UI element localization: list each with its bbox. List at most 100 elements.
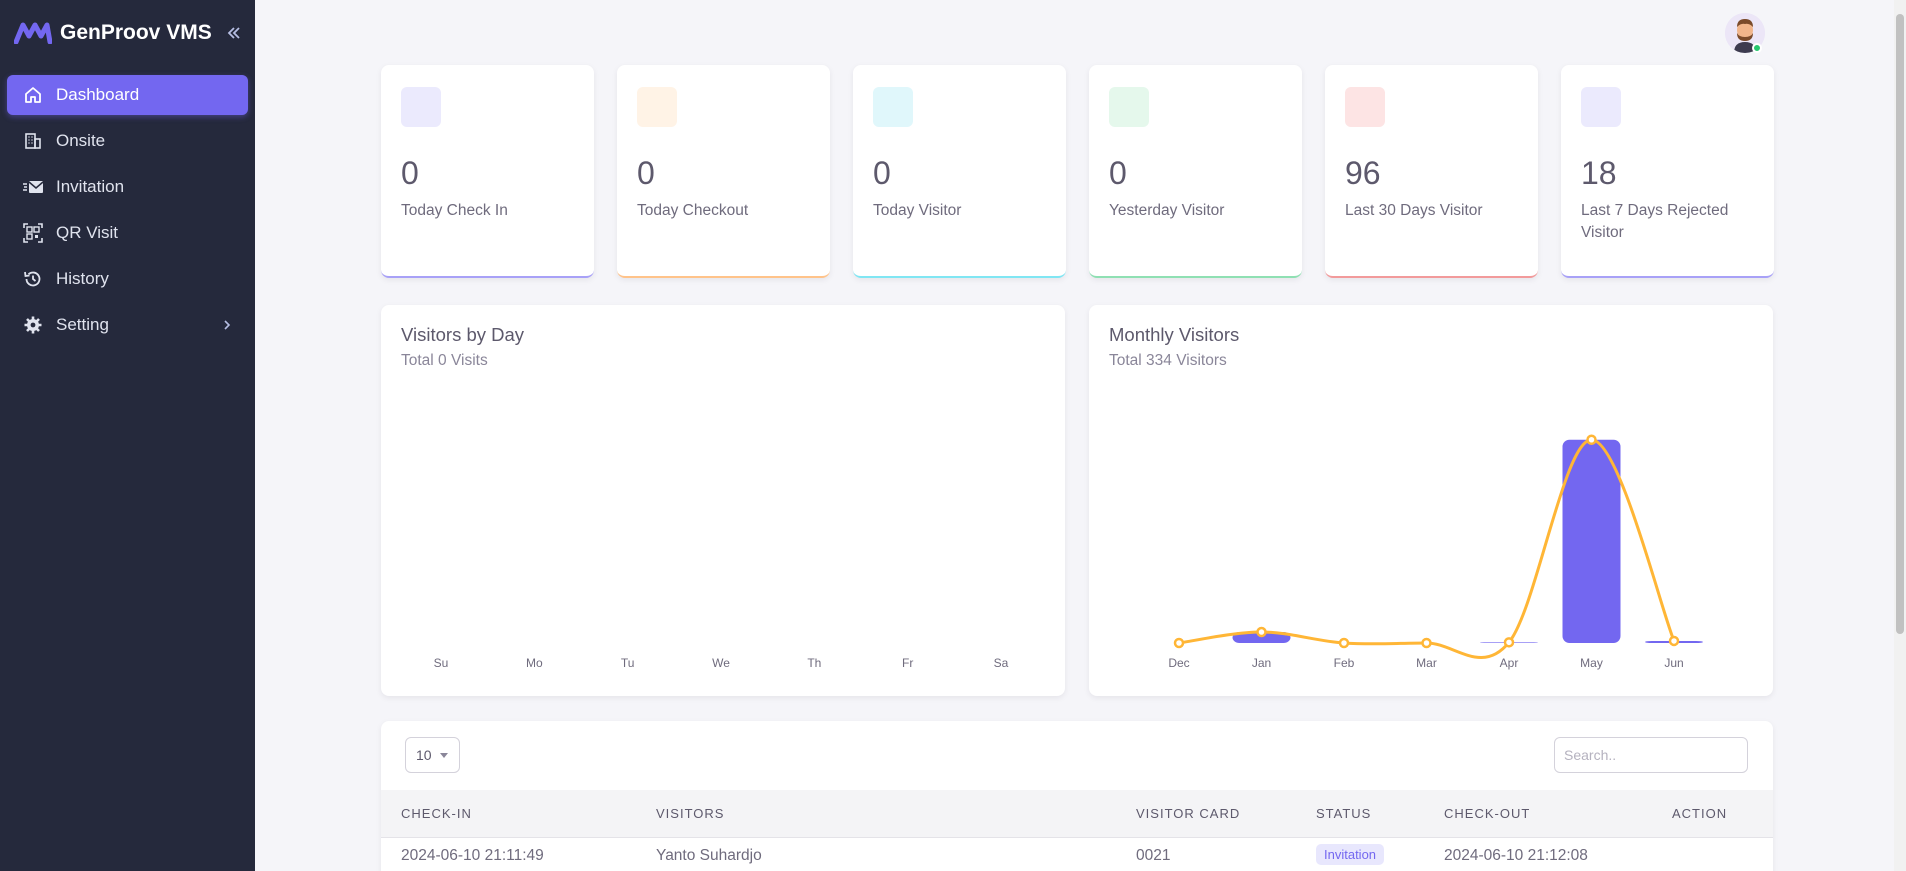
- chart-title: Visitors by Day: [401, 324, 525, 345]
- check-in-cell: 2024-06-10 21:11:49: [401, 847, 544, 864]
- search-input[interactable]: [1554, 737, 1748, 773]
- x-tick-label: Fr: [902, 656, 913, 670]
- logo-icon: [14, 22, 52, 44]
- x-tick-label: Sa: [994, 656, 1009, 670]
- stat-value: 0: [1109, 155, 1127, 191]
- home-icon: [22, 84, 44, 106]
- chart-subtitle: Total 0 Visits: [401, 352, 488, 369]
- column-header[interactable]: STATUS: [1316, 806, 1372, 821]
- stat-icon: [401, 87, 441, 127]
- chart-title: Monthly Visitors: [1109, 324, 1240, 345]
- status-badge: Invitation: [1316, 844, 1385, 865]
- sidebar-item-label: Onsite: [56, 131, 106, 150]
- stat-label: Today Check In: [401, 202, 508, 219]
- collapse-sidebar-icon[interactable]: [226, 25, 242, 41]
- x-tick-label: Dec: [1168, 656, 1189, 670]
- page-size-select[interactable]: 10: [405, 737, 460, 773]
- page-size-value: 10: [416, 747, 432, 763]
- stat-icon: [637, 87, 677, 127]
- bar: [1232, 632, 1291, 643]
- line-point: [1421, 637, 1432, 649]
- sidebar-item-history[interactable]: History: [7, 259, 248, 299]
- sidebar-item-label: QR Visit: [56, 223, 119, 242]
- stat-label: Last 30 Days Visitor: [1345, 202, 1483, 219]
- chart-subtitle: Total 334 Visitors: [1109, 352, 1227, 369]
- scrollbar-thumb[interactable]: [1896, 14, 1904, 634]
- sidebar-item-setting[interactable]: Setting: [7, 305, 248, 345]
- column-header[interactable]: CHECK-IN: [401, 806, 472, 821]
- stat-label: Last 7 Days Rejected Visitor: [1581, 202, 1729, 241]
- x-tick-label: We: [712, 656, 730, 670]
- stat-icon: [1345, 87, 1385, 127]
- visitors-by-day-card: Visitors by Day Total 0 Visits Su Mo Tu We T…: [381, 305, 1065, 696]
- sidebar-item-dashboard[interactable]: Dashboard: [7, 75, 248, 115]
- building-icon: [22, 130, 44, 152]
- table-row: 2024-06-10 21:11:49 Yanto Suhardjo 0021 …: [381, 839, 1773, 871]
- column-header: ACTION: [1672, 806, 1728, 821]
- stat-value: 18: [1581, 155, 1617, 191]
- line-point: [1338, 637, 1350, 649]
- stat-label: Today Visitor: [873, 202, 962, 219]
- x-tick-label: May: [1580, 656, 1603, 670]
- sidebar-item-qr-visit[interactable]: QR Visit: [7, 213, 248, 253]
- gear-icon: [22, 314, 44, 336]
- mail-icon: [22, 176, 44, 198]
- visitor-card-cell: 0021: [1136, 847, 1171, 864]
- x-tick-label: Mo: [526, 656, 543, 670]
- line-point: [1586, 434, 1597, 445]
- check-out-cell: 2024-06-10 21:12:08: [1444, 847, 1588, 864]
- line-point: [1668, 635, 1680, 647]
- stat-icon: [1581, 87, 1621, 127]
- x-tick-label: Mar: [1416, 656, 1437, 670]
- caret-down-icon: [439, 752, 448, 758]
- x-tick-label: Apr: [1500, 656, 1519, 670]
- column-header[interactable]: VISITORS: [656, 806, 725, 821]
- x-tick-label: Jun: [1664, 656, 1683, 670]
- stat-value: 0: [637, 155, 655, 191]
- sidebar-item-label: History: [56, 269, 109, 288]
- stat-label: Today Checkout: [637, 202, 749, 219]
- visitors-by-day-chart: Su Mo Tu We Th Fr Sa: [434, 656, 1009, 670]
- stat-icon: [873, 87, 913, 127]
- stat-label: Yesterday Visitor: [1109, 202, 1225, 219]
- sidebar: GenProov VMS Dashboard Onsite Invitation…: [0, 0, 255, 871]
- line-point: [1256, 626, 1267, 638]
- table-header: CHECK-IN VISITORS VISITOR CARD STATUS CH…: [381, 790, 1773, 838]
- series-line: [1178, 438, 1676, 659]
- stat-value: 96: [1345, 155, 1381, 191]
- stat-card-last-7-days-rejected: 18 Last 7 Days Rejected Visitor: [1561, 65, 1774, 278]
- column-header[interactable]: CHECK-OUT: [1444, 806, 1531, 821]
- stat-value: 0: [401, 155, 419, 191]
- stat-card-today-check-in: 0 Today Check In: [381, 65, 594, 278]
- app-name: GenProov VMS: [60, 21, 212, 44]
- visitor-cell: Yanto Suhardjo: [656, 847, 762, 864]
- sidebar-item-label: Invitation: [56, 177, 125, 196]
- column-header[interactable]: VISITOR CARD: [1136, 806, 1241, 821]
- x-tick-label: Su: [434, 656, 449, 670]
- bar: [1562, 439, 1621, 643]
- x-tick-label: Tu: [621, 656, 635, 670]
- stat-card-today-visitor: 0 Today Visitor: [853, 65, 1066, 278]
- monthly-visitors-chart: Dec Jan Feb Mar Apr May Jun: [1168, 434, 1703, 670]
- sidebar-item-invitation[interactable]: Invitation: [7, 167, 248, 207]
- stat-value: 0: [873, 155, 891, 191]
- online-status-dot: [1752, 43, 1762, 53]
- stat-card-last-30-days-visitor: 96 Last 30 Days Visitor: [1325, 65, 1538, 278]
- qr-code-icon: [22, 222, 44, 244]
- x-tick-label: Feb: [1334, 656, 1355, 670]
- stat-icon: [1109, 87, 1149, 127]
- brand: GenProov VMS: [0, 0, 255, 66]
- sidebar-item-onsite[interactable]: Onsite: [7, 121, 248, 161]
- sidebar-menu: Dashboard Onsite Invitation QR Visit His…: [0, 66, 255, 345]
- history-icon: [22, 268, 44, 290]
- sidebar-item-label: Dashboard: [56, 85, 140, 104]
- x-tick-label: Jan: [1252, 656, 1271, 670]
- chevron-right-icon: [224, 320, 231, 330]
- monthly-visitors-card: Monthly Visitors Total 334 Visitors Dec J…: [1089, 305, 1773, 696]
- stat-card-today-checkout: 0 Today Checkout: [617, 65, 830, 278]
- stat-card-yesterday-visitor: 0 Yesterday Visitor: [1089, 65, 1302, 278]
- x-tick-label: Th: [807, 656, 821, 670]
- line-point: [1173, 637, 1185, 649]
- sidebar-item-label: Setting: [56, 315, 109, 334]
- line-point: [1503, 637, 1515, 648]
